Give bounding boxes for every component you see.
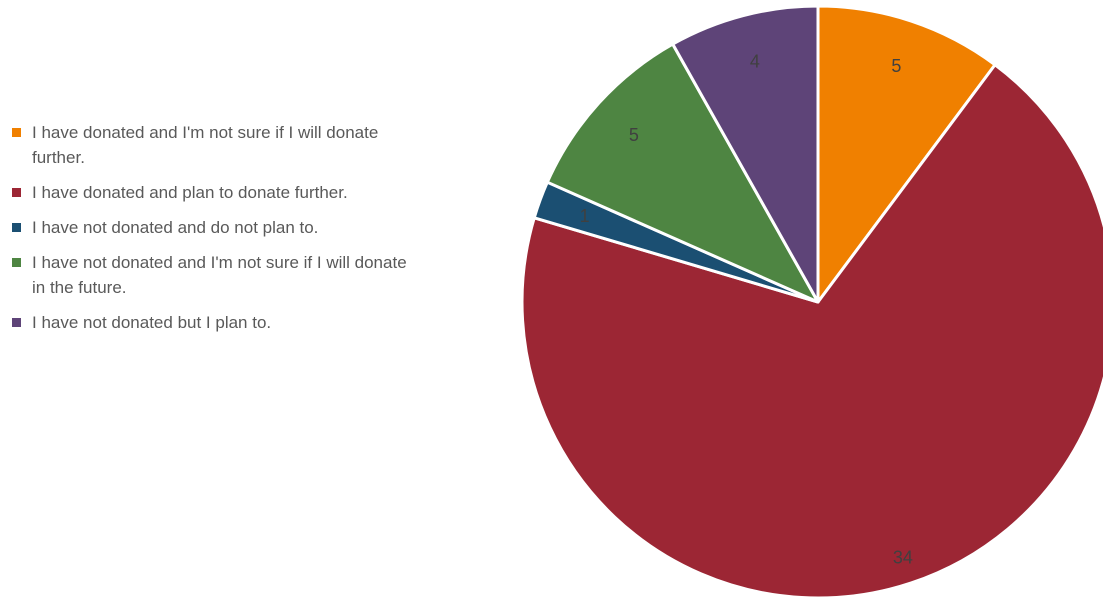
- slice-value-label: 5: [629, 125, 639, 145]
- legend-label: I have not donated and do not plan to.: [32, 218, 319, 237]
- pie-slice: [520, 63, 1103, 597]
- legend-label: I have not donated but I plan to.: [32, 313, 272, 332]
- pie-slice: [545, 42, 820, 304]
- legend-swatch: [12, 128, 21, 137]
- slice-value-label: 1: [580, 206, 590, 226]
- legend-swatch: [12, 223, 21, 232]
- slice-value-label: 34: [893, 548, 913, 568]
- legend-item: I have not donated and I'm not sure if I…: [12, 250, 412, 300]
- legend-label: I have donated and I'm not sure if I wil…: [32, 123, 379, 167]
- legend: I have donated and I'm not sure if I wil…: [12, 120, 412, 345]
- slice-value-label: 5: [891, 56, 901, 76]
- legend-label: I have donated and plan to donate furthe…: [32, 183, 348, 202]
- legend-item: I have donated and plan to donate furthe…: [12, 180, 412, 205]
- pie-slice: [671, 4, 820, 304]
- pie-slice: [816, 4, 997, 304]
- slice-value-label: 4: [750, 51, 760, 71]
- legend-swatch: [12, 188, 21, 197]
- legend-item: I have donated and I'm not sure if I wil…: [12, 120, 412, 170]
- legend-item: I have not donated but I plan to.: [12, 310, 412, 335]
- legend-swatch: [12, 258, 21, 267]
- legend-label: I have not donated and I'm not sure if I…: [32, 253, 407, 297]
- legend-swatch: [12, 318, 21, 327]
- legend-item: I have not donated and do not plan to.: [12, 215, 412, 240]
